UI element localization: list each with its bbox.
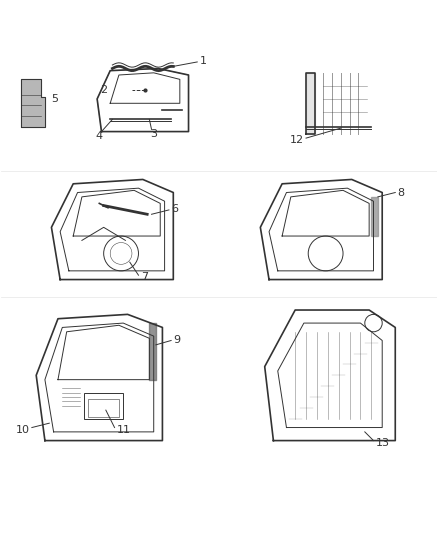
Text: 1: 1 xyxy=(199,56,206,66)
Text: 10: 10 xyxy=(16,425,30,435)
Polygon shape xyxy=(306,73,315,134)
Text: 9: 9 xyxy=(173,335,180,345)
Text: 5: 5 xyxy=(51,94,58,104)
Polygon shape xyxy=(21,79,45,127)
Bar xyxy=(88,399,119,417)
Polygon shape xyxy=(371,197,378,236)
Text: 12: 12 xyxy=(290,135,304,146)
Text: 11: 11 xyxy=(117,425,131,435)
Text: 2: 2 xyxy=(100,85,107,95)
Bar xyxy=(84,393,123,419)
Text: 6: 6 xyxy=(171,204,178,214)
Text: 3: 3 xyxy=(150,129,157,139)
Text: 13: 13 xyxy=(376,438,390,448)
Text: 7: 7 xyxy=(141,272,148,282)
Text: 4: 4 xyxy=(96,131,103,141)
Text: 8: 8 xyxy=(397,188,405,198)
